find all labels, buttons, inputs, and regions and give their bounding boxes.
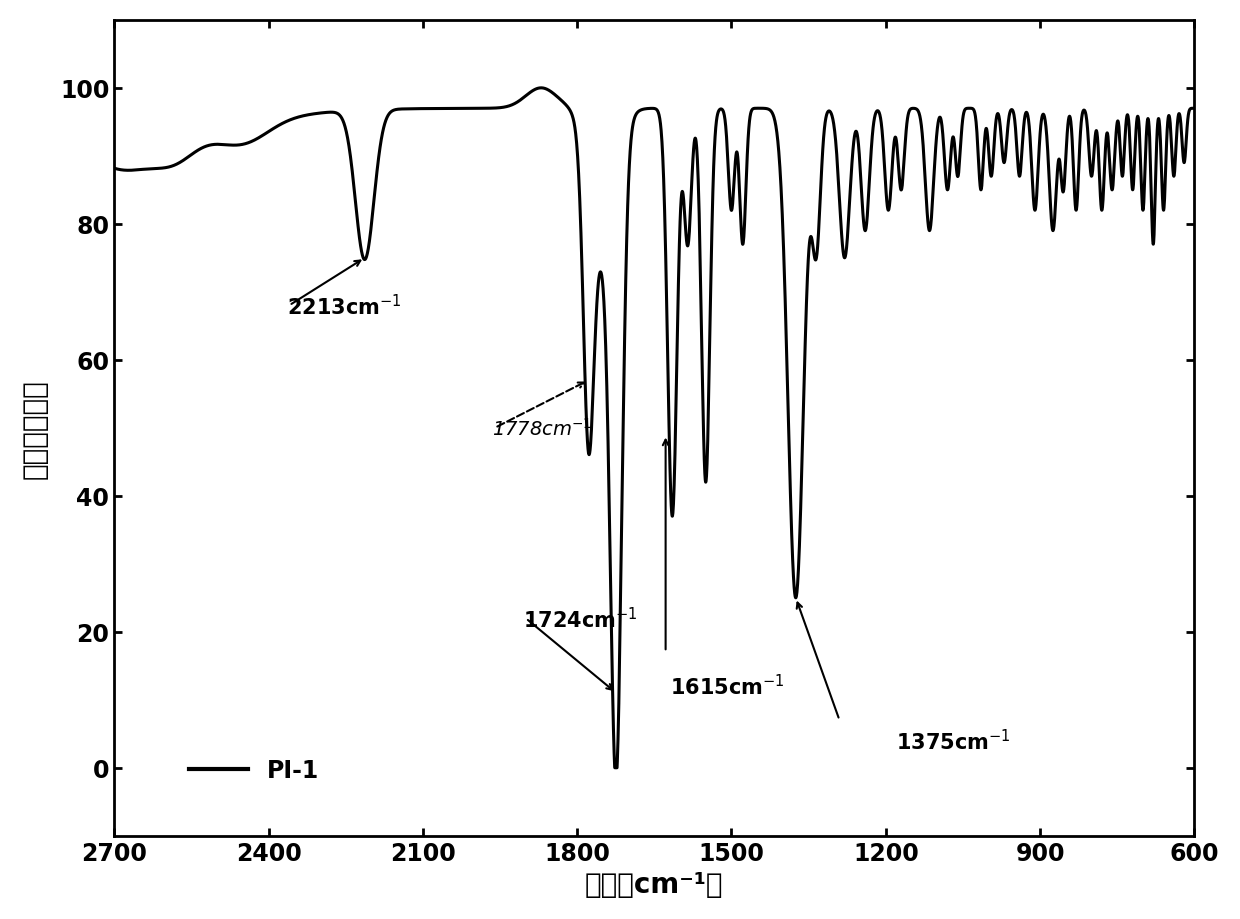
X-axis label: 波数（cm⁻¹）: 波数（cm⁻¹） [585,870,724,898]
Legend: PI-1: PI-1 [180,749,329,791]
Text: 1375cm$^{-1}$: 1375cm$^{-1}$ [897,728,1011,754]
Text: 1778cm$^{-1}$: 1778cm$^{-1}$ [492,417,593,439]
Text: 2213cm$^{-1}$: 2213cm$^{-1}$ [286,293,401,319]
Text: 1724cm$^{-1}$: 1724cm$^{-1}$ [523,606,637,631]
Text: 1615cm$^{-1}$: 1615cm$^{-1}$ [670,673,784,698]
Y-axis label: 透过率（％）: 透过率（％） [21,379,48,478]
